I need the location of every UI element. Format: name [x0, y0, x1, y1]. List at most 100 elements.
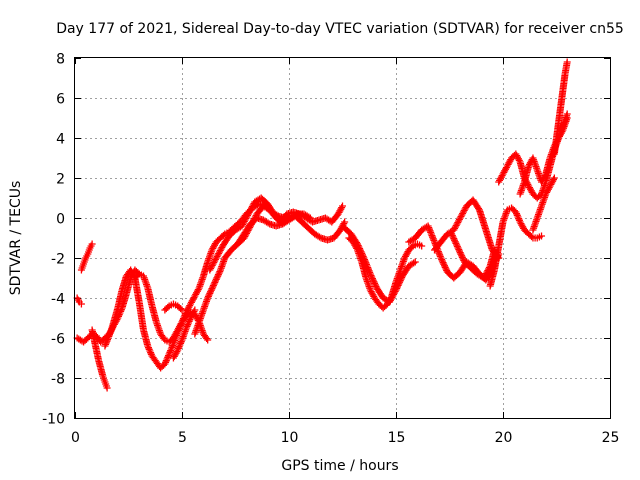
data-point-774: [273, 211, 281, 219]
data-point-240: [167, 345, 175, 353]
data-point-898: [355, 243, 363, 251]
x-tick-label: 15: [388, 430, 406, 446]
data-point-1238: [513, 210, 521, 218]
data-point-1076: [452, 222, 460, 229]
x-tick-label: 10: [281, 430, 299, 446]
data-point-1172: [485, 265, 493, 273]
data-point-1002: [440, 260, 448, 268]
data-point-947: [395, 280, 403, 288]
data-point-1464: [550, 174, 558, 182]
data-point-1140: [452, 239, 460, 247]
data-point-613: [215, 250, 223, 257]
x-tick-label: 20: [495, 430, 513, 446]
data-point-232: [162, 358, 170, 366]
data-point-1142: [453, 242, 461, 250]
data-point-635: [239, 221, 247, 228]
data-point-490: [213, 274, 221, 282]
data-point-717: [339, 202, 346, 210]
data-point-794: [305, 213, 313, 221]
data-point-1169: [482, 270, 490, 277]
data-point-1242: [515, 216, 523, 224]
data-point-480: [206, 289, 214, 297]
y-tick-label: -8: [51, 372, 65, 388]
data-point-640: [243, 213, 251, 221]
data-point-446: [184, 321, 192, 329]
data-point-236: [164, 352, 172, 360]
data-point-361: [194, 286, 202, 294]
data-point-603: [207, 265, 215, 272]
data-point-636: [240, 219, 248, 227]
y-tick-label: 6: [56, 92, 65, 108]
data-point-614: [215, 248, 223, 256]
data-point-948: [396, 278, 404, 286]
data-point-1000: [438, 257, 446, 265]
data-point-217: [146, 347, 154, 355]
data-point-878: [408, 243, 416, 251]
data-point-1078: [454, 219, 462, 226]
data-point-744: [264, 219, 272, 227]
data-point-449: [186, 316, 194, 324]
data-point-494: [216, 268, 224, 276]
data-point-605: [208, 262, 216, 269]
data-point-1168: [481, 271, 489, 279]
data-point-1073: [450, 226, 458, 234]
data-point-917: [368, 273, 376, 281]
data-point-417: [164, 303, 172, 311]
data-point-641: [244, 212, 252, 219]
y-axis-label: SDTVAR / TECUs: [8, 181, 24, 296]
data-point-1149: [458, 253, 466, 261]
data-point-444: [182, 324, 190, 332]
data-point-1253: [528, 233, 536, 241]
data-point-1241: [515, 215, 523, 223]
data-point-1138: [450, 236, 458, 244]
data-point-1522: [563, 58, 571, 66]
data-point-83: [88, 240, 96, 248]
data-point-897: [354, 242, 362, 250]
data-point-454: [190, 308, 198, 316]
data-point-920: [370, 278, 378, 286]
data-point-902: [358, 249, 366, 257]
data-point-904: [359, 252, 367, 260]
data-point-921: [371, 279, 379, 287]
data-point-486: [210, 280, 218, 288]
data-point-1083: [458, 211, 466, 219]
data-point-923: [372, 282, 380, 290]
data-point-241: [168, 343, 176, 351]
data-point-1171: [484, 267, 492, 274]
data-point-231: [161, 360, 169, 368]
data-point-611: [213, 253, 221, 260]
data-point-1087: [461, 205, 469, 213]
data-point-638: [241, 216, 249, 224]
data-point-280: [203, 335, 211, 342]
y-tick-label: -10: [42, 412, 65, 428]
data-point-3: [77, 300, 85, 308]
x-axis-label: GPS time / hours: [281, 458, 398, 474]
data-point-1432: [563, 114, 571, 122]
data-point-1085: [459, 208, 467, 216]
data-point-1079: [455, 217, 463, 225]
data-point-612: [214, 251, 222, 259]
data-point-434: [176, 341, 184, 349]
data-point-341: [178, 318, 186, 326]
data-point-944: [393, 284, 401, 292]
data-point-946: [394, 281, 402, 289]
y-tick-label: -2: [51, 252, 65, 268]
data-points: [73, 58, 571, 392]
data-point-1240: [514, 213, 522, 221]
x-tick-label: 25: [602, 430, 620, 446]
data-point-343: [179, 315, 187, 323]
data-point-433: [175, 343, 183, 351]
data-point-901: [357, 248, 365, 256]
data-point-344: [180, 313, 188, 321]
data-point-643: [245, 209, 253, 216]
data-point-483: [208, 285, 216, 293]
data-point-492: [214, 271, 222, 279]
data-point-1144: [455, 246, 463, 254]
data-point-1004: [441, 263, 449, 271]
data-point-479: [205, 291, 213, 299]
data-point-615: [216, 247, 224, 254]
data-point-606: [209, 260, 217, 268]
chart-title: Day 177 of 2021, Sidereal Day-to-day VTE…: [56, 21, 624, 37]
data-point-455: [191, 306, 199, 314]
data-point-642: [244, 210, 252, 218]
